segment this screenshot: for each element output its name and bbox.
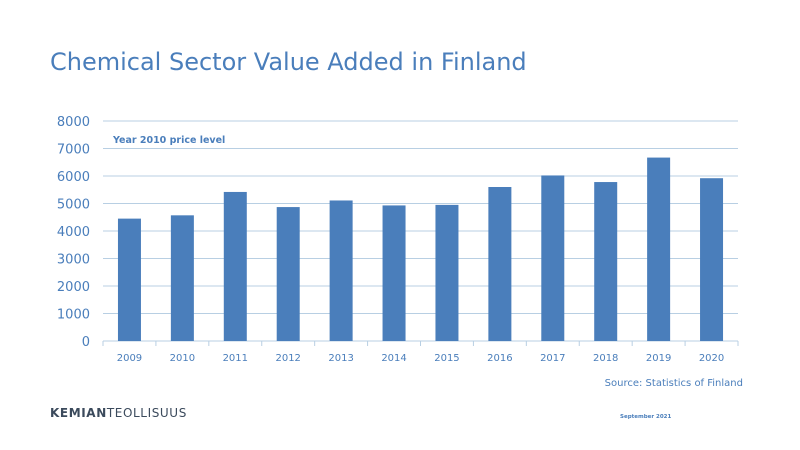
y-tick-label: 1000 — [57, 308, 90, 323]
bar-2014 — [382, 205, 406, 341]
x-tick-label: 2012 — [275, 353, 300, 364]
page-title: Chemical Sector Value Added in Finland — [50, 48, 527, 76]
bar-2010 — [170, 215, 194, 341]
logo-text-kemian: KEMIAN — [50, 406, 107, 420]
y-tick-label: 4000 — [57, 225, 90, 240]
x-tick-label: 2015 — [434, 353, 459, 364]
price-level-annotation: Year 2010 price level — [112, 135, 225, 146]
bar-2009 — [117, 218, 141, 341]
bar-2013 — [329, 200, 353, 341]
x-tick-label: 2010 — [170, 353, 195, 364]
x-tick-label: 2014 — [381, 353, 406, 364]
x-tick-label: 2017 — [540, 353, 565, 364]
bar-2017 — [541, 175, 565, 341]
bars — [117, 157, 724, 341]
x-tick-label: 2020 — [699, 353, 724, 364]
y-tick-label: 8000 — [57, 115, 90, 130]
x-tick-label: 2018 — [593, 353, 618, 364]
bar-2015 — [435, 204, 459, 341]
date-label: September 2021 — [620, 414, 672, 420]
x-tick-label: 2019 — [646, 353, 671, 364]
y-axis-ticks: 0 1000 2000 3000 4000 5000 6000 7000 8000 — [57, 115, 90, 350]
source-note: Source: Statistics of Finland — [604, 378, 743, 389]
bar-2018 — [594, 182, 618, 341]
y-tick-label: 0 — [82, 335, 90, 350]
x-tick-label: 2009 — [117, 353, 142, 364]
logo-text-teollisuus: TEOLLISUUS — [106, 406, 187, 420]
grid-lines — [103, 120, 738, 342]
y-tick-label: 7000 — [57, 143, 90, 158]
company-logo: KEMIANTEOLLISUUS — [50, 406, 187, 420]
bar-2011 — [223, 191, 247, 341]
x-axis-ticks: 2009 2010 2011 2012 2013 2014 2015 2016 2017 2018… — [102, 341, 739, 364]
x-tick-label: 2013 — [328, 353, 353, 364]
y-tick-label: 6000 — [57, 170, 90, 185]
bar-2019 — [647, 157, 671, 341]
y-tick-label: 2000 — [57, 280, 90, 295]
x-tick-label: 2011 — [223, 353, 248, 364]
x-tick-label: 2016 — [487, 353, 512, 364]
bar-2020 — [700, 178, 724, 341]
y-tick-label: 3000 — [57, 253, 90, 268]
bar-2016 — [488, 187, 512, 341]
bar-2012 — [276, 207, 300, 341]
y-tick-label: 5000 — [57, 198, 90, 213]
